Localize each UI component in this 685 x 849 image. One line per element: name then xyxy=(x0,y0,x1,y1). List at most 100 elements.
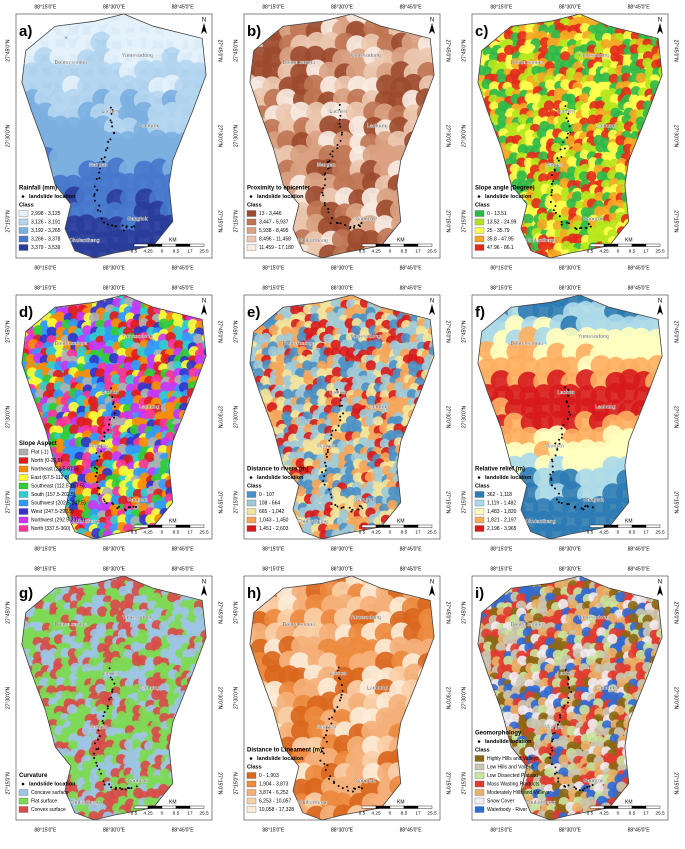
map-cell xyxy=(242,439,253,450)
map-cell xyxy=(175,503,186,514)
map-cell xyxy=(11,364,22,375)
map-cell xyxy=(603,286,624,307)
map-cell xyxy=(552,251,563,262)
landslide-point xyxy=(332,156,334,158)
scale-segment xyxy=(418,525,432,528)
map-cell xyxy=(195,404,206,415)
coord-label: 27°30'0"N xyxy=(217,125,223,148)
map-cell xyxy=(145,572,156,583)
map-cell xyxy=(659,81,670,92)
map-cell xyxy=(182,494,193,505)
landslide-point xyxy=(353,227,355,229)
map-cell xyxy=(633,425,654,446)
landslide-point xyxy=(349,507,351,509)
map-cell xyxy=(240,375,251,386)
map-cell xyxy=(239,371,250,382)
landslide-point xyxy=(559,215,561,217)
map-cell xyxy=(468,152,479,163)
landslide-point xyxy=(337,222,339,224)
map-cell xyxy=(517,248,528,258)
map-cell xyxy=(657,135,668,146)
map-cell xyxy=(18,699,29,710)
landslide-point xyxy=(107,223,109,225)
map-cell xyxy=(159,579,170,590)
map-cell xyxy=(430,501,441,512)
place-label: Dolma sampa xyxy=(283,60,316,66)
map-cell xyxy=(202,384,213,395)
map-cell xyxy=(11,707,22,718)
landslide-point xyxy=(564,386,566,388)
map-cell xyxy=(629,170,640,181)
map-cell xyxy=(365,472,376,483)
map-cell xyxy=(416,409,427,420)
legend-swatch xyxy=(19,219,28,225)
landslide-point xyxy=(580,227,582,229)
landslide-point xyxy=(550,479,552,481)
map-cell xyxy=(651,157,662,168)
landslide-point xyxy=(324,202,326,204)
map-cell xyxy=(653,170,664,181)
map-cell xyxy=(34,707,45,718)
map-cell xyxy=(645,146,656,157)
map-cell xyxy=(646,455,667,476)
map-panel: Dolma sampaYumesodongLachenLachungMangan… xyxy=(461,285,678,553)
map-cell xyxy=(653,220,664,231)
coord-label: 88°15'0"E xyxy=(262,285,285,291)
landslide-point xyxy=(95,475,97,477)
map-cell xyxy=(658,220,669,231)
place-label: Dolma sampa xyxy=(511,341,544,347)
map-cell xyxy=(12,642,23,653)
legend-swatch xyxy=(19,492,28,498)
map-cell xyxy=(82,572,93,583)
map-cell xyxy=(428,417,439,428)
panel-letter: c) xyxy=(475,23,488,40)
map-cell xyxy=(276,482,287,493)
landslide-point xyxy=(327,451,329,453)
map-cell xyxy=(11,384,22,395)
map-cell xyxy=(194,425,205,436)
landslide-point xyxy=(107,429,109,431)
landslide-point xyxy=(551,189,553,191)
scale-label: 4.25 xyxy=(143,248,153,254)
map-cell xyxy=(658,170,669,181)
legend-swatch xyxy=(19,466,28,472)
map-cell xyxy=(632,468,653,489)
map-cell xyxy=(496,11,507,22)
map-cell xyxy=(240,336,251,347)
place-label: Yumesodong xyxy=(122,53,153,59)
map-cell xyxy=(165,291,176,302)
map-cell xyxy=(28,531,39,542)
scale-label: 17 xyxy=(643,529,649,535)
legend-swatch xyxy=(475,211,484,217)
map-cell xyxy=(470,107,481,118)
map-cell xyxy=(195,444,206,455)
map-cell xyxy=(9,147,30,168)
map-cell xyxy=(204,593,215,604)
map-cell xyxy=(36,734,47,745)
landslide-point xyxy=(550,194,552,196)
map-cell xyxy=(21,132,42,153)
north-arrow xyxy=(657,304,663,315)
place-label: Chulanthang xyxy=(525,238,556,244)
legend-swatch xyxy=(19,526,28,532)
landslide-point xyxy=(123,229,125,231)
map-cell xyxy=(240,391,251,402)
map-cell xyxy=(34,727,45,738)
map-cell xyxy=(631,177,642,188)
landslide-point xyxy=(567,418,569,420)
scale-segment xyxy=(390,244,404,247)
map-cell xyxy=(431,397,442,408)
legend-label: 11,459 - 17,180 xyxy=(259,245,294,251)
legend-swatch xyxy=(19,483,28,489)
coord-label: 88°15'0"E xyxy=(262,265,285,271)
map-cell xyxy=(651,137,662,148)
map-cell xyxy=(650,207,661,218)
landslide-point xyxy=(341,507,343,509)
map-cell xyxy=(19,391,30,402)
landslide-point xyxy=(112,503,114,505)
map-cell xyxy=(32,298,43,309)
landslide-point xyxy=(328,489,330,491)
map-cell xyxy=(189,418,200,429)
map-cell xyxy=(13,685,24,696)
